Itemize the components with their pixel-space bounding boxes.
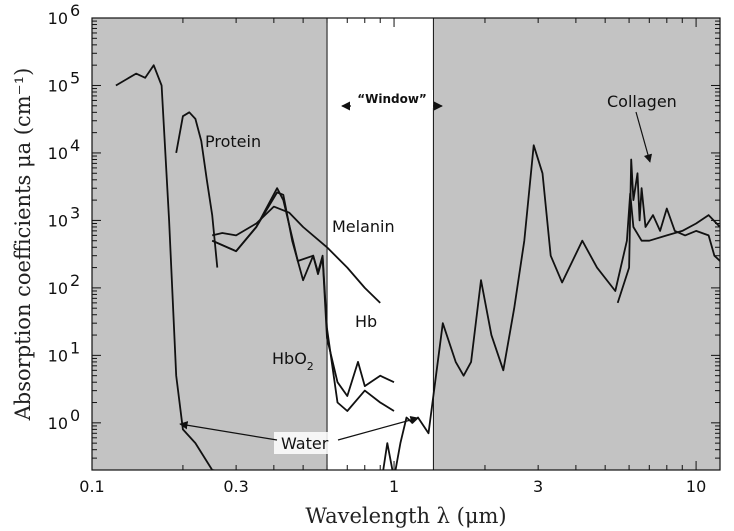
y-axis-label: Absorption coefficients μa (cm⁻¹) (11, 68, 35, 422)
water-arrow-right (337, 415, 419, 441)
series-line-water (115, 64, 720, 470)
y-tick-exponent: 3 (70, 203, 80, 222)
window-label: “Window” (357, 92, 427, 106)
collagen-label: Collagen (607, 92, 677, 111)
y-tick-label: 10 (48, 414, 68, 433)
y-tick-exponent: 0 (70, 406, 80, 425)
y-tick-label: 10 (48, 211, 68, 230)
collagen-arrow (635, 111, 653, 163)
x-tick-label: 10 (686, 477, 706, 496)
x-tick-labels: 0.1 0.3 1 3 10 (79, 477, 706, 496)
shaded-regions (92, 18, 720, 470)
hbo2-label-main: HbO (272, 349, 307, 368)
water-label-bg (274, 432, 338, 454)
x-axis-label: Wavelength λ (μm) (305, 504, 506, 528)
y-tick-label: 10 (48, 76, 68, 95)
series-line-hb (211, 191, 395, 397)
series-line-collagen (616, 158, 720, 304)
y-tick-label: 10 (48, 9, 68, 28)
y-tick-exponent: 4 (70, 136, 80, 155)
water-annotation: Water (179, 415, 419, 454)
x-tick-label: 0.1 (79, 477, 104, 496)
y-tick-exponent: 1 (70, 338, 80, 357)
y-tick-exponent: 6 (70, 1, 80, 20)
series-line-hbo2 (211, 187, 395, 412)
protein-label: Protein (205, 132, 261, 151)
y-tick-exponent: 5 (70, 68, 80, 87)
x-tick-label: 3 (533, 477, 543, 496)
melanin-label: Melanin (332, 217, 395, 236)
x-tick-label: 0.3 (223, 477, 248, 496)
y-tick-label: 10 (48, 279, 68, 298)
hbo2-label: HbO2 (272, 349, 314, 373)
series-line-melanin (211, 205, 381, 304)
y-tick-label: 10 (48, 346, 68, 365)
series-line-protein (175, 111, 219, 268)
y-tick-exponent: 2 (70, 271, 80, 290)
x-tick-label: 1 (389, 477, 399, 496)
window-annotation: “Window” (341, 90, 443, 111)
water-label: Water (281, 434, 329, 453)
y-tick-label: 10 (48, 144, 68, 163)
plot-frame (91, 17, 721, 471)
shaded-region-left (92, 18, 328, 470)
water-arrow-left (179, 421, 278, 441)
shaded-region-right (433, 18, 720, 470)
hbo2-label-sub: 2 (307, 360, 314, 373)
hb-label: Hb (355, 312, 377, 331)
series-layer (115, 64, 720, 470)
window-label-bg (351, 90, 433, 108)
